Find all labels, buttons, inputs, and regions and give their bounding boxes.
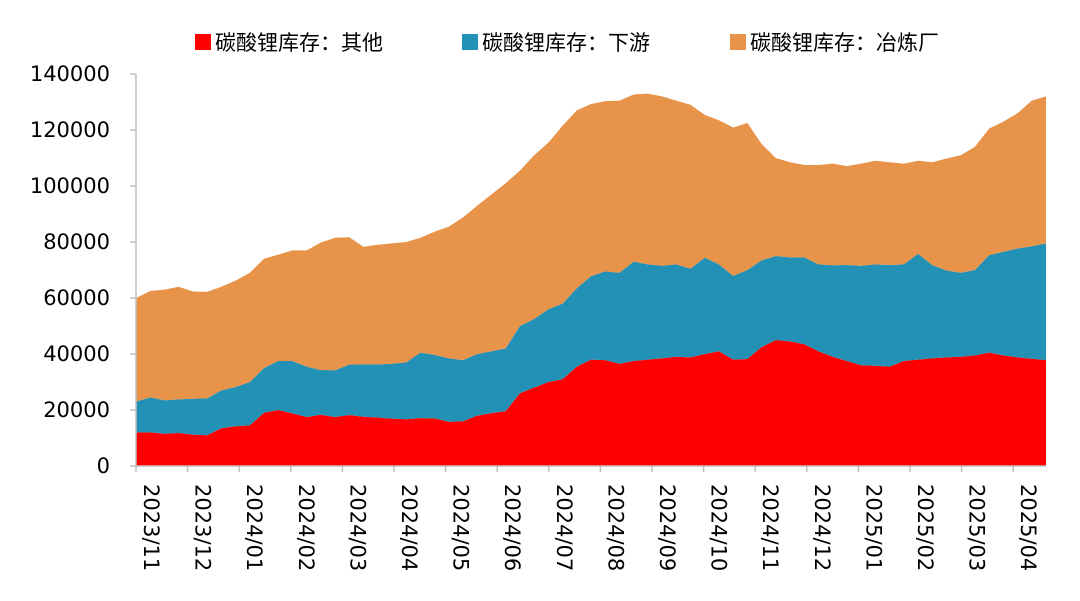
plot-areas (136, 93, 1046, 466)
x-tick-label: 2024/08 (603, 484, 627, 571)
x-tick-label: 2024/03 (345, 484, 369, 571)
legend-label-other: 碳酸锂库存：其他 (215, 31, 383, 55)
x-tick-label: 2024/01 (242, 484, 266, 571)
x-tick-label: 2025/02 (913, 484, 937, 571)
x-tick-label: 2024/02 (294, 484, 318, 571)
x-tick-label: 2025/01 (861, 484, 885, 571)
y-tick-label: 0 (97, 454, 110, 478)
y-tick-label: 60000 (43, 286, 110, 310)
x-tick-label: 2024/12 (810, 484, 834, 571)
x-axis: 2023/11 2023/12 2024/01 2024/02 2024/03 2024/… (135, 465, 1046, 571)
y-tick-label: 40000 (43, 342, 110, 366)
x-tick-label: 2023/11 (139, 484, 163, 571)
legend-swatch-smelter (730, 34, 746, 50)
y-tick-label: 140000 (30, 62, 110, 86)
area-series-other (136, 340, 1046, 466)
legend-label-smelter: 碳酸锂库存：冶炼厂 (750, 31, 939, 55)
x-tick-label: 2025/03 (965, 484, 989, 571)
x-tick-label: 2024/07 (552, 484, 576, 571)
y-tick-label: 80000 (43, 230, 110, 254)
x-tick-label: 2024/11 (758, 484, 782, 571)
x-tick-label: 2024/04 (397, 484, 421, 571)
legend-swatch-other (195, 34, 211, 50)
y-axis: 0 20000 40000 60000 80000 100000 120000 140000 (30, 62, 137, 478)
x-tick-label: 2023/12 (191, 484, 215, 571)
area-series-downstream (136, 243, 1046, 436)
x-tick-label: 2024/10 (707, 484, 731, 571)
x-tick-label: 2025/04 (1016, 484, 1040, 571)
legend-swatch-downstream (462, 34, 478, 50)
area-series-smelter (136, 93, 1046, 402)
x-tick-label: 2024/06 (500, 484, 524, 571)
legend-label-downstream: 碳酸锂库存：下游 (482, 31, 650, 55)
y-tick-label: 120000 (30, 118, 110, 142)
x-tick-label: 2024/09 (655, 484, 679, 571)
x-tick-label: 2024/05 (449, 484, 473, 571)
legend: 碳酸锂库存：其他 碳酸锂库存：下游 碳酸锂库存：冶炼厂 (195, 31, 939, 55)
y-tick-label: 20000 (43, 398, 110, 422)
y-tick-label: 100000 (30, 174, 110, 198)
